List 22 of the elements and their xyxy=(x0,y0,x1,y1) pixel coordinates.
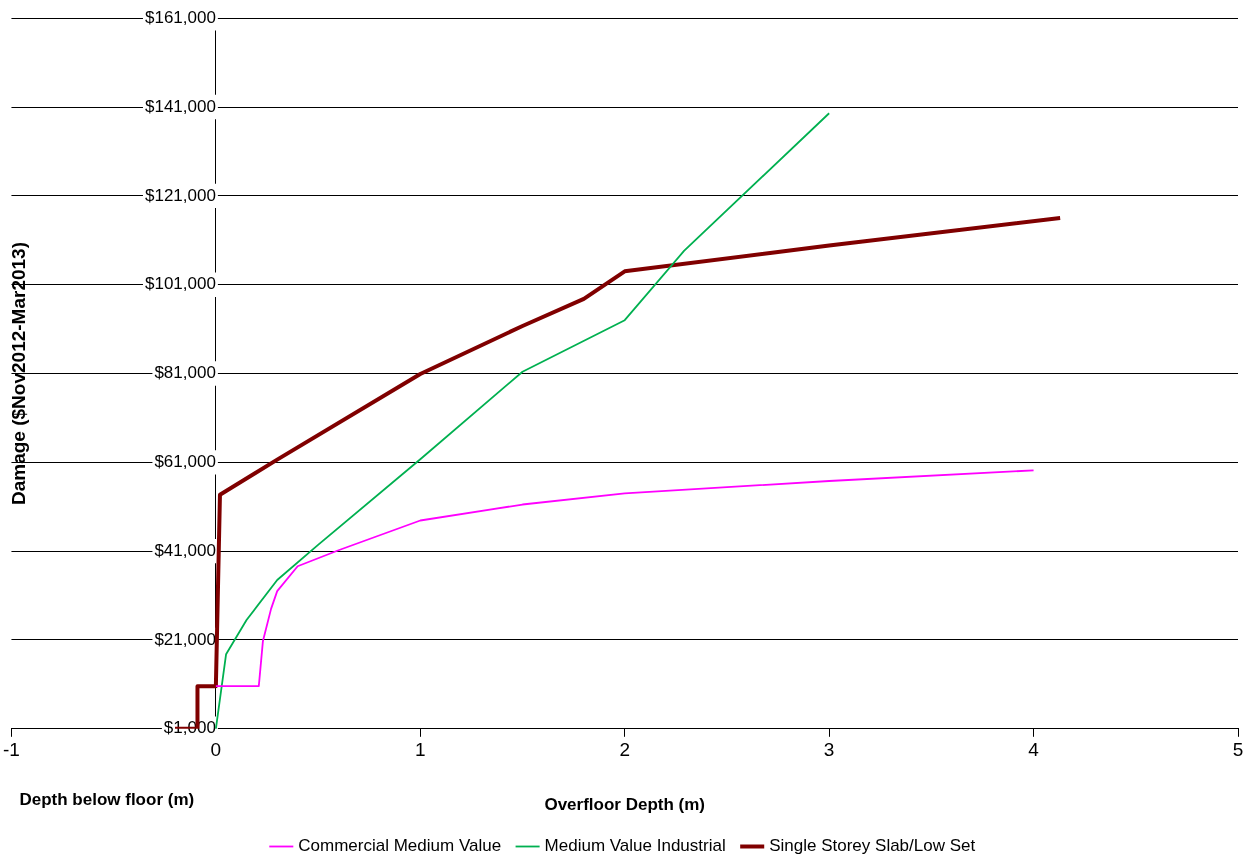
x-tick-label: -1 xyxy=(2,739,20,761)
y-tick-label: $101,000 xyxy=(144,274,216,294)
y-tick-label: $161,000 xyxy=(144,7,216,27)
x-axis-title: Overfloor Depth (m) xyxy=(544,795,705,815)
y-axis-title: Damage ($Nov2012-Mar2013) xyxy=(7,242,29,505)
legend-label: Commercial Medium Value xyxy=(298,836,502,856)
x-tick-label: 1 xyxy=(415,739,426,761)
x-tick-label: 3 xyxy=(823,739,835,761)
legend-label: Medium Value Industrial xyxy=(544,836,726,856)
y-tick-label: $21,000 xyxy=(154,629,216,649)
y-tick-label: $41,000 xyxy=(154,540,216,560)
x-tick-label: 2 xyxy=(619,739,631,761)
x-tick-label: 0 xyxy=(210,739,222,761)
legend-label: Single Storey Slab/Low Set xyxy=(769,836,976,856)
y-tick-label: $1,000 xyxy=(163,718,216,738)
x-tick-label: 5 xyxy=(1232,739,1244,761)
y-tick-label: $141,000 xyxy=(144,96,216,116)
y-tick-label: $81,000 xyxy=(154,363,216,383)
y-tick-label: $121,000 xyxy=(144,185,216,205)
x-tick-label: 4 xyxy=(1028,739,1040,761)
y-tick-label: $61,000 xyxy=(154,452,216,472)
text: Depth below floor (m) xyxy=(19,790,195,810)
